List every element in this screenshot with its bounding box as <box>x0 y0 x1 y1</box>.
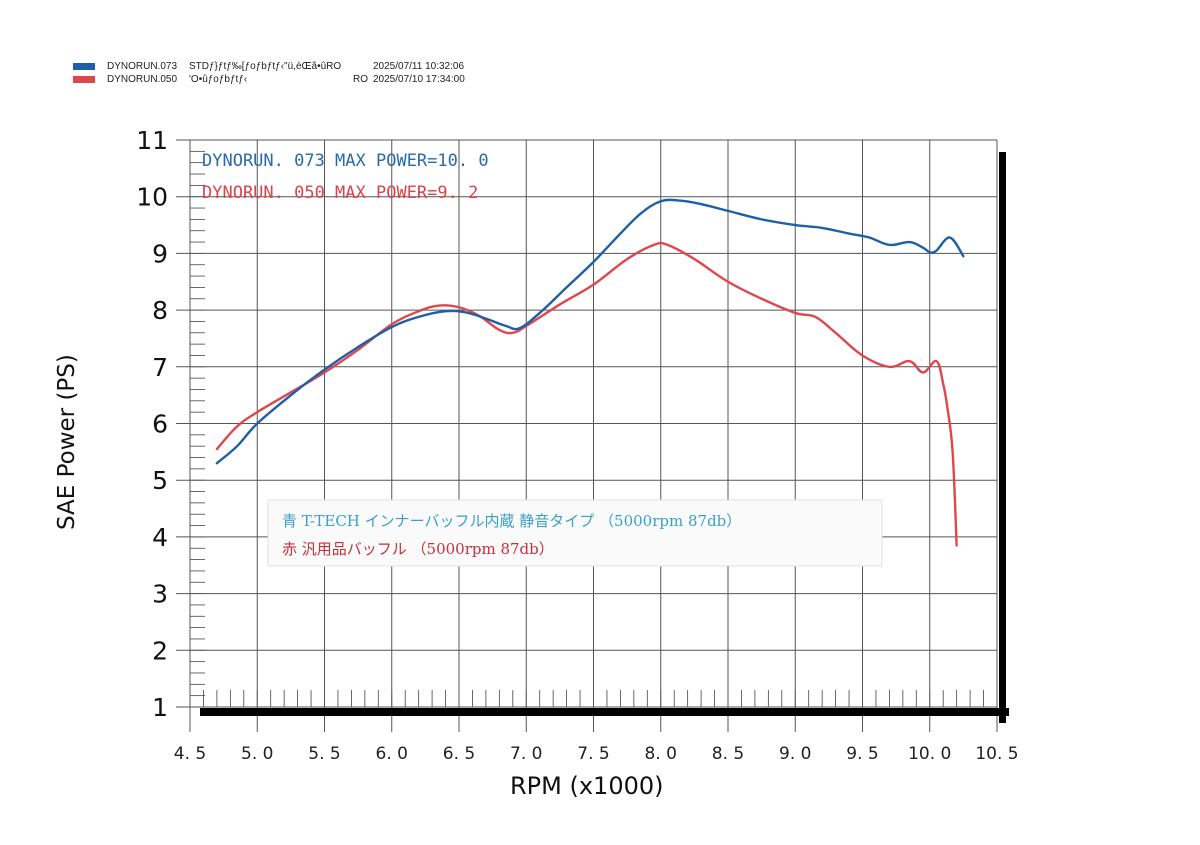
run-desc: STDƒ}ƒtƒ‰[ƒoƒbƒtƒ‹"ü,èŒã•ûRO <box>189 61 342 72</box>
x-tick-label: 4. 5 <box>174 744 206 764</box>
x-tick-label: 8. 0 <box>645 744 677 764</box>
run-header-row-1: DYNORUN.073 STDƒ}ƒtƒ‰[ƒoƒbƒtƒ‹"ü,èŒã•ûRO… <box>73 60 465 73</box>
note-box <box>267 499 883 567</box>
x-axis-title: RPM (x1000) <box>510 772 664 800</box>
x-tick-label: 6. 5 <box>443 744 475 764</box>
note-line-red: 赤 汎用品バッフル （5000rpm 87db） <box>282 540 554 558</box>
x-tick-label: 10. 0 <box>908 744 951 764</box>
red-swatch-icon <box>73 76 95 83</box>
run-id: DYNORUN.073 <box>107 61 178 72</box>
run-header-row-2: DYNORUN.050 'O•ûƒoƒbƒtƒ‹ RO 2025/07/10 1… <box>73 73 465 86</box>
x-tick-label: 5. 0 <box>241 744 273 764</box>
legend-run-050: DYNORUN. 050 MAX POWER=9. 2 <box>202 183 478 203</box>
x-tick-label: 7. 5 <box>577 744 609 764</box>
run-code: RO <box>353 74 368 85</box>
x-tick-label: 8. 5 <box>712 744 744 764</box>
y-tick-label: 2 <box>152 636 168 665</box>
y-tick-label: 4 <box>152 523 168 552</box>
x-tick-label: 10. 5 <box>975 744 1018 764</box>
x-tick-label: 5. 5 <box>308 744 340 764</box>
x-tick-label: 7. 0 <box>510 744 542 764</box>
y-tick-label: 9 <box>152 239 168 268</box>
frame-shadow-bottom <box>200 708 1009 716</box>
y-tick-label: 10 <box>136 183 168 212</box>
legend-run-073: DYNORUN. 073 MAX POWER=10. 0 <box>202 151 489 171</box>
run-date: 2025/07/11 10:32:06 <box>373 61 465 72</box>
y-tick-label: 5 <box>152 466 168 495</box>
run-date: 2025/07/10 17:34:00 <box>373 74 465 85</box>
run-header: DYNORUN.073 STDƒ}ƒtƒ‰[ƒoƒbƒtƒ‹"ü,èŒã•ûRO… <box>73 60 465 86</box>
x-tick-label: 9. 0 <box>779 744 811 764</box>
y-tick-label: 7 <box>152 353 168 382</box>
frame-shadow-right <box>999 152 1006 723</box>
run-id: DYNORUN.050 <box>107 74 178 85</box>
series-line-dynorun-073 <box>215 198 965 465</box>
x-tick-label: 6. 0 <box>376 744 408 764</box>
x-tick-label: 9. 5 <box>846 744 878 764</box>
y-tick-label: 6 <box>152 410 168 439</box>
run-desc: 'O•ûƒoƒbƒtƒ‹ <box>189 74 248 85</box>
y-tick-label: 1 <box>152 693 168 722</box>
y-tick-label: 8 <box>152 296 168 325</box>
blue-swatch-icon <box>73 63 95 70</box>
y-axis-title: SAE Power (PS) <box>54 354 80 530</box>
y-tick-label: 11 <box>136 126 168 155</box>
y-tick-label: 3 <box>152 580 168 609</box>
note-line-blue: 青 T-TECH インナーバッフル内蔵 静音タイプ （5000rpm 87db） <box>282 512 741 530</box>
